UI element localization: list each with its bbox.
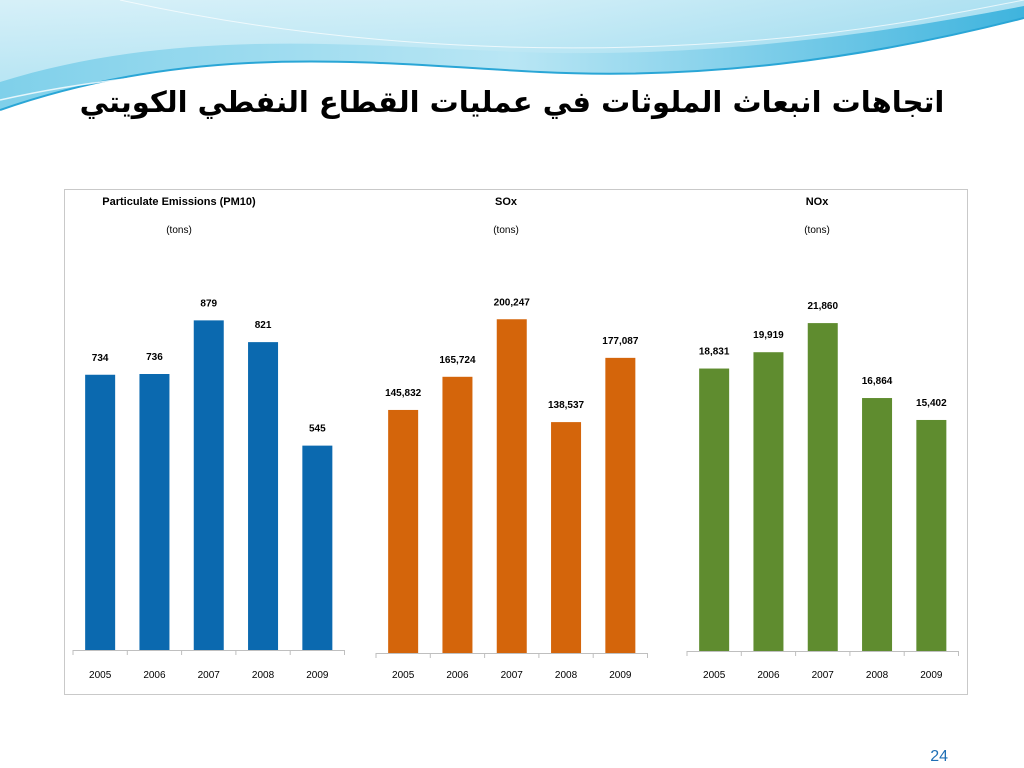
particulate-bar-2008 xyxy=(248,342,279,650)
sox-chart-subtitle: (tons) xyxy=(493,225,519,236)
particulate-tick-label-2006: 2006 xyxy=(143,670,166,681)
particulate-chart-title: Particulate Emissions (PM10) xyxy=(102,196,256,208)
sox-data-label-2006: 165,724 xyxy=(439,355,476,366)
nox-bar-2006 xyxy=(753,352,784,651)
particulate-tick-label-2005: 2005 xyxy=(89,670,112,681)
page-number: 24 xyxy=(930,748,948,765)
particulate-tick-label-2007: 2007 xyxy=(198,670,221,681)
nox-data-label-2005: 18,831 xyxy=(699,347,730,358)
sox-bar-2007 xyxy=(496,319,527,653)
chart-area: Particulate Emissions (PM10) (tons) 734 200… xyxy=(64,189,968,695)
particulate-data-label-2009: 545 xyxy=(309,424,326,435)
nox-chart: NOx (tons) 18,831 2005 19,919 2006 21,860 2007 1… xyxy=(686,196,959,681)
nox-data-label-2006: 19,919 xyxy=(753,330,784,341)
nox-tick-label-2006: 2006 xyxy=(757,670,780,681)
nox-tick-label-2008: 2008 xyxy=(866,670,889,681)
sox-bar-2005 xyxy=(388,409,419,653)
sox-bar-2006 xyxy=(442,376,473,653)
sox-bar-2008 xyxy=(551,422,582,653)
sox-data-label-2007: 200,247 xyxy=(494,297,531,308)
sox-data-label-2005: 145,832 xyxy=(385,388,422,399)
nox-tick-label-2005: 2005 xyxy=(703,670,726,681)
nox-bar-2009 xyxy=(916,419,947,651)
nox-data-label-2009: 15,402 xyxy=(916,398,947,409)
particulate-tick-label-2009: 2009 xyxy=(306,670,329,681)
sox-tick-label-2009: 2009 xyxy=(609,670,632,681)
nox-bar-2005 xyxy=(699,368,730,651)
nox-tick-label-2007: 2007 xyxy=(812,670,835,681)
sox-tick-label-2006: 2006 xyxy=(446,670,469,681)
slide-title: اتجاهات انبعاث الملوثات في عمليات القطاع… xyxy=(79,85,945,119)
sox-data-label-2009: 177,087 xyxy=(602,336,639,347)
nox-chart-title: NOx xyxy=(806,196,830,208)
nox-bar-2008 xyxy=(862,398,893,651)
nox-chart-subtitle: (tons) xyxy=(804,225,830,236)
particulate-data-label-2005: 734 xyxy=(92,353,109,364)
nox-data-label-2007: 21,860 xyxy=(807,301,838,312)
sox-tick-label-2005: 2005 xyxy=(392,670,415,681)
nox-tick-label-2009: 2009 xyxy=(920,670,943,681)
particulate-bar-2005 xyxy=(85,374,116,650)
header-wave-decoration xyxy=(0,0,1024,111)
emissions-charts-svg: Particulate Emissions (PM10) (tons) 734 200… xyxy=(72,196,959,681)
sox-chart-title: SOx xyxy=(495,196,518,208)
nox-bar-2007 xyxy=(807,323,838,651)
sox-bar-2009 xyxy=(605,357,636,653)
particulate-tick-label-2008: 2008 xyxy=(252,670,275,681)
particulate-data-label-2006: 736 xyxy=(146,352,163,363)
sox-tick-label-2008: 2008 xyxy=(555,670,578,681)
particulate-chart-subtitle: (tons) xyxy=(166,225,192,236)
particulate-chart: Particulate Emissions (PM10) (tons) 734 200… xyxy=(72,196,345,681)
sox-data-label-2008: 138,537 xyxy=(548,400,585,411)
nox-data-label-2008: 16,864 xyxy=(862,376,893,387)
sox-tick-label-2007: 2007 xyxy=(501,670,524,681)
sox-chart: SOx (tons) 145,832 2005 165,724 2006 200,247 20… xyxy=(375,196,648,681)
particulate-bar-2007 xyxy=(193,320,224,650)
particulate-data-label-2008: 821 xyxy=(255,320,272,331)
particulate-bar-2006 xyxy=(139,374,170,650)
particulate-data-label-2007: 879 xyxy=(200,298,217,309)
particulate-bar-2009 xyxy=(302,445,333,650)
